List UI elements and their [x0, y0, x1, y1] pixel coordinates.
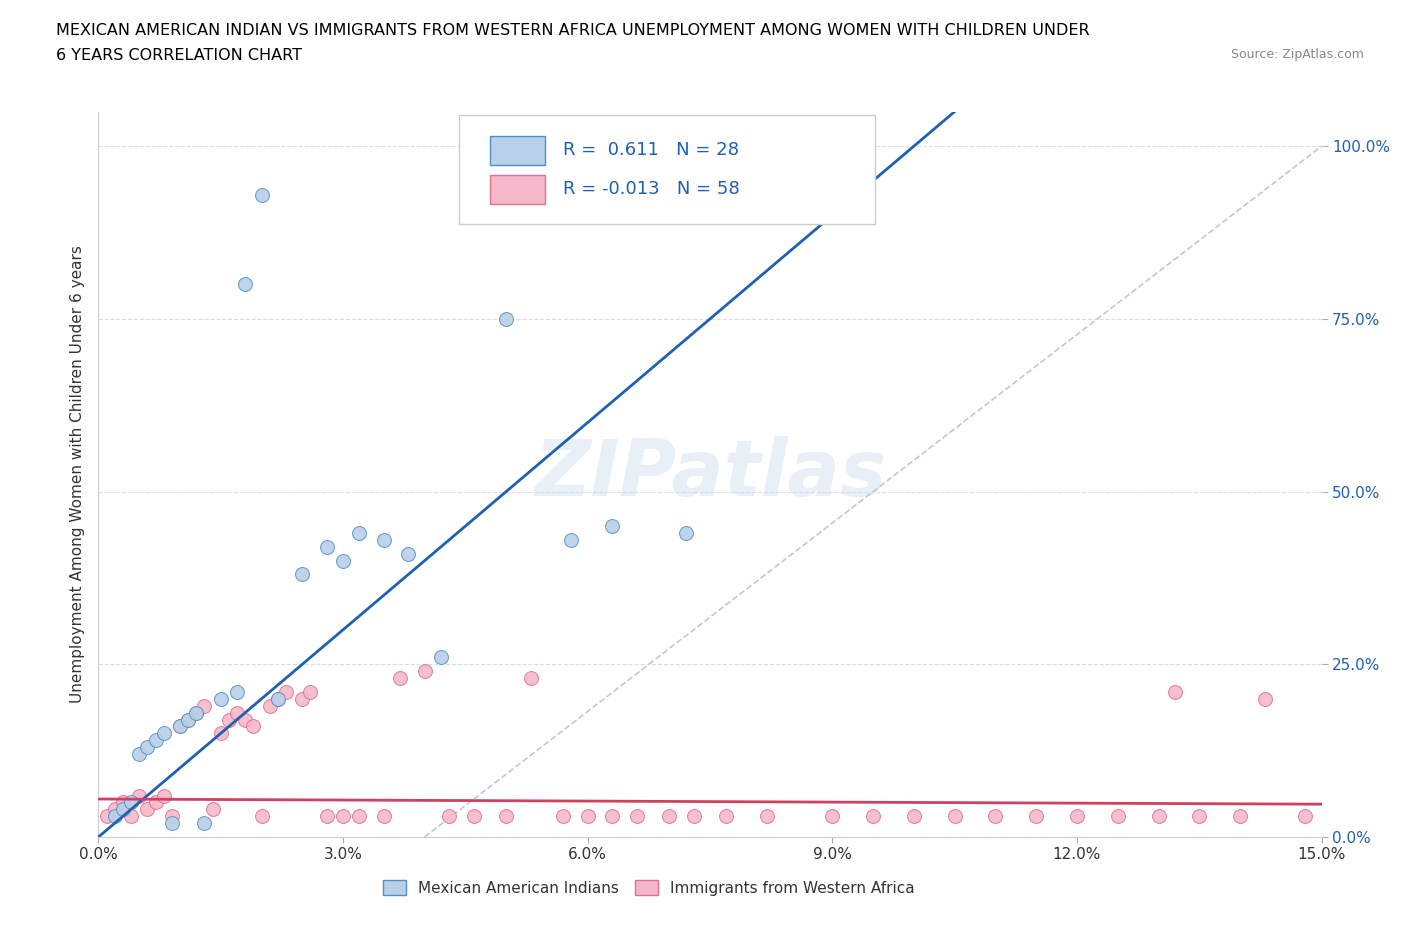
- Point: [193, 698, 215, 713]
- Point: [209, 726, 232, 741]
- Point: [821, 809, 844, 824]
- Point: [242, 719, 264, 734]
- Point: [943, 809, 966, 824]
- Point: [495, 312, 517, 326]
- Point: [111, 795, 134, 810]
- Point: [145, 795, 167, 810]
- Point: [160, 809, 183, 824]
- Point: [250, 187, 273, 202]
- Point: [274, 684, 297, 699]
- Point: [120, 809, 142, 824]
- Point: [495, 809, 517, 824]
- Point: [349, 809, 371, 824]
- Point: [373, 809, 395, 824]
- Legend: Mexican American Indians, Immigrants from Western Africa: Mexican American Indians, Immigrants fro…: [377, 873, 921, 902]
- Point: [291, 691, 314, 706]
- Point: [128, 747, 150, 762]
- Point: [250, 809, 273, 824]
- Point: [186, 705, 208, 720]
- Point: [233, 712, 256, 727]
- Text: Source: ZipAtlas.com: Source: ZipAtlas.com: [1230, 48, 1364, 61]
- Point: [413, 664, 436, 679]
- Point: [1253, 691, 1275, 706]
- Point: [96, 809, 118, 824]
- Point: [903, 809, 925, 824]
- FancyBboxPatch shape: [460, 115, 875, 224]
- Point: [658, 809, 681, 824]
- Point: [1107, 809, 1129, 824]
- Point: [1066, 809, 1088, 824]
- Point: [267, 691, 290, 706]
- Text: 6 YEARS CORRELATION CHART: 6 YEARS CORRELATION CHART: [56, 48, 302, 63]
- Point: [120, 795, 142, 810]
- Point: [136, 802, 159, 817]
- Point: [315, 539, 337, 554]
- Point: [682, 809, 704, 824]
- Y-axis label: Unemployment Among Women with Children Under 6 years: Unemployment Among Women with Children U…: [69, 246, 84, 703]
- Point: [430, 650, 453, 665]
- Point: [160, 816, 183, 830]
- Point: [1164, 684, 1187, 699]
- Point: [1147, 809, 1170, 824]
- Point: [389, 671, 412, 685]
- Point: [862, 809, 884, 824]
- Point: [209, 691, 232, 706]
- Point: [373, 533, 395, 548]
- Point: [169, 719, 191, 734]
- Point: [756, 809, 779, 824]
- Text: R = -0.013   N = 58: R = -0.013 N = 58: [564, 180, 740, 198]
- Point: [600, 809, 623, 824]
- Point: [177, 712, 200, 727]
- Point: [259, 698, 281, 713]
- Point: [152, 726, 174, 741]
- Point: [226, 705, 249, 720]
- Point: [267, 691, 290, 706]
- Point: [1025, 809, 1047, 824]
- Point: [1294, 809, 1316, 824]
- Point: [226, 684, 249, 699]
- Point: [193, 816, 215, 830]
- Point: [984, 809, 1007, 824]
- Point: [218, 712, 240, 727]
- Point: [104, 802, 127, 817]
- Text: ZIPatlas: ZIPatlas: [534, 436, 886, 512]
- Point: [519, 671, 541, 685]
- Point: [626, 809, 648, 824]
- Point: [332, 809, 354, 824]
- Point: [716, 809, 738, 824]
- FancyBboxPatch shape: [489, 175, 546, 204]
- Point: [1188, 809, 1211, 824]
- Text: R =  0.611   N = 28: R = 0.611 N = 28: [564, 141, 740, 159]
- Point: [111, 802, 134, 817]
- Point: [152, 788, 174, 803]
- Point: [145, 733, 167, 748]
- Point: [177, 712, 200, 727]
- Point: [233, 277, 256, 292]
- Point: [315, 809, 337, 824]
- Point: [186, 705, 208, 720]
- Point: [104, 809, 127, 824]
- Point: [291, 567, 314, 582]
- Point: [437, 809, 460, 824]
- Point: [463, 809, 485, 824]
- Point: [675, 525, 697, 540]
- Text: MEXICAN AMERICAN INDIAN VS IMMIGRANTS FROM WESTERN AFRICA UNEMPLOYMENT AMONG WOM: MEXICAN AMERICAN INDIAN VS IMMIGRANTS FR…: [56, 23, 1090, 38]
- Point: [560, 533, 582, 548]
- FancyBboxPatch shape: [489, 136, 546, 165]
- Point: [1229, 809, 1251, 824]
- Point: [600, 519, 623, 534]
- Point: [576, 809, 599, 824]
- Point: [396, 546, 419, 561]
- Point: [553, 809, 575, 824]
- Point: [136, 739, 159, 754]
- Point: [1327, 809, 1350, 824]
- Point: [332, 553, 354, 568]
- Point: [299, 684, 322, 699]
- Point: [349, 525, 371, 540]
- Point: [201, 802, 224, 817]
- Point: [169, 719, 191, 734]
- Point: [128, 788, 150, 803]
